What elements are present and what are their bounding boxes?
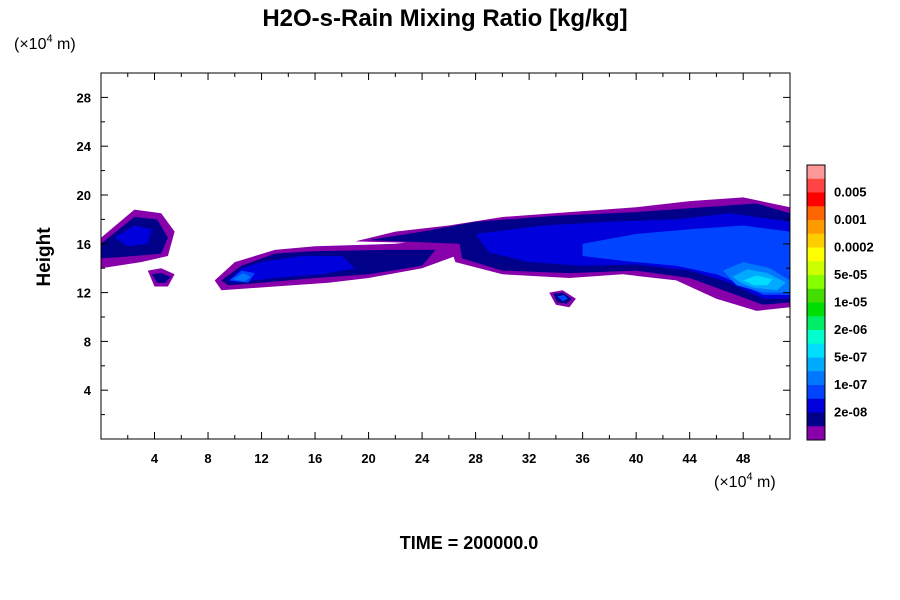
- x-axis: 4 8 12 16 20 24 28 32 36 40 44 48: [127, 73, 771, 466]
- contour-field: [101, 197, 790, 311]
- colorbar-swatch: [807, 275, 825, 290]
- x-tick-label: 4: [151, 451, 159, 466]
- colorbar-frame: [806, 164, 826, 441]
- colorbar-label: 5e-05: [834, 267, 867, 282]
- colorbar-label: 0.001: [834, 212, 867, 227]
- contour-region-2: [114, 225, 152, 247]
- x-tick-label: 20: [361, 451, 375, 466]
- colorbar-label: 0.005: [834, 185, 867, 200]
- x-tick-label: 36: [575, 451, 589, 466]
- y-tick-label: 12: [77, 286, 91, 301]
- colorbar-swatch: [807, 330, 825, 345]
- colorbar-swatch: [807, 288, 825, 303]
- time-label: TIME = 200000.0: [400, 533, 539, 553]
- x-tick-label: 12: [254, 451, 268, 466]
- colorbar-swatch: [807, 385, 825, 400]
- colorbar-swatch: [807, 412, 825, 427]
- x-axis-unit: (×104 m): [714, 471, 776, 491]
- plot-frame: [100, 72, 791, 440]
- colorbar-label: 1e-05: [834, 295, 867, 310]
- x-tick-label: 24: [415, 451, 430, 466]
- x-tick-label: 8: [204, 451, 211, 466]
- colorbar-swatch: [807, 178, 825, 193]
- colorbar-swatch: [807, 398, 825, 413]
- chart-title: H2O-s-Rain Mixing Ratio [kg/kg]: [262, 5, 627, 32]
- y-tick-label: 28: [77, 90, 91, 105]
- y-tick-label: 16: [77, 237, 91, 252]
- colorbar-swatch: [807, 220, 825, 235]
- x-tick-label: 16: [308, 451, 322, 466]
- colorbar-swatch: [807, 165, 825, 180]
- colorbar-label: 2e-08: [834, 405, 867, 420]
- colorbar-swatch: [807, 206, 825, 221]
- x-tick-label: 48: [736, 451, 750, 466]
- colorbar-swatch: [807, 343, 825, 358]
- y-axis-label: Height: [34, 227, 55, 287]
- colorbar-label: 2e-06: [834, 322, 867, 337]
- x-tick-label: 28: [468, 451, 482, 466]
- contour-region-16: [743, 275, 773, 286]
- colorbar-swatch: [807, 192, 825, 207]
- colorbar-swatch: [807, 302, 825, 317]
- y-axis: 4 8 12 16 20 24 28: [77, 90, 790, 416]
- contour-region-7: [228, 256, 356, 283]
- y-axis-unit: (×104 m): [14, 33, 76, 53]
- colorbar-swatch: [807, 247, 825, 262]
- colorbar-swatch: [807, 357, 825, 372]
- colorbar-label: 1e-07: [834, 377, 867, 392]
- colorbar-swatch: [807, 371, 825, 386]
- x-tick-label: 40: [629, 451, 643, 466]
- x-tick-label: 44: [682, 451, 697, 466]
- colorbar: 0.005 0.001 0.0002 5e-05 1e-05 2e-06 5e-07 1e-0…: [806, 164, 874, 441]
- y-tick-label: 8: [84, 334, 91, 349]
- colorbar-label: 5e-07: [834, 350, 867, 365]
- colorbar-swatch: [807, 316, 825, 331]
- contour-region-19: [557, 295, 568, 302]
- colorbar-swatch: [807, 233, 825, 248]
- x-tick-label: 32: [522, 451, 536, 466]
- colorbar-label: 0.0002: [834, 240, 874, 255]
- colorbar-swatch: [807, 426, 825, 441]
- contour-region-9: [233, 273, 251, 282]
- y-tick-label: 24: [77, 139, 92, 154]
- y-tick-label: 20: [77, 188, 91, 203]
- y-tick-label: 4: [84, 383, 92, 398]
- contour-region-4: [151, 273, 171, 283]
- colorbar-swatch: [807, 261, 825, 276]
